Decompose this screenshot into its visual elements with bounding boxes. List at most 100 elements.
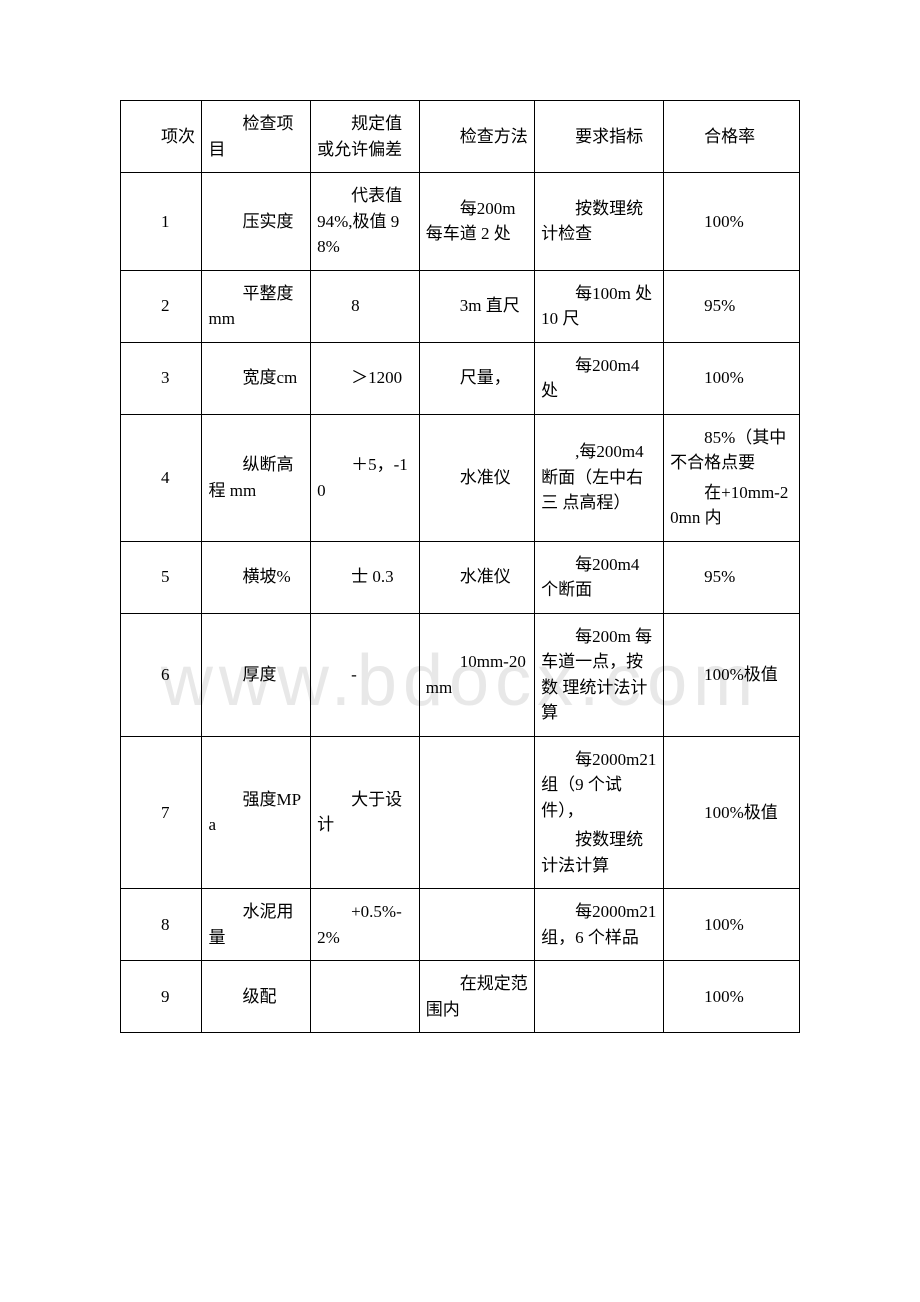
cell-spec-1: 8	[311, 270, 420, 342]
cell-text: 检查方法	[426, 124, 528, 150]
cell-text: 按数理统计法计算	[541, 827, 657, 878]
cell-text: +0.5%-2%	[317, 899, 413, 950]
cell-text: 100%	[670, 984, 793, 1010]
cell-req-1: 每100m 处10 尺	[535, 270, 664, 342]
cell-item-8: 级配	[202, 961, 311, 1033]
cell-method-8: 在规定范围内	[419, 961, 534, 1033]
cell-req-2: 每200m4 处	[535, 342, 664, 414]
table-header-row: 项次检查项目规定值或允许偏差检查方法要求指标合格率	[121, 101, 800, 173]
cell-text: 要求指标	[541, 124, 657, 150]
cell-header-spec: 规定值或允许偏差	[311, 101, 420, 173]
cell-text: 水准仪	[426, 465, 528, 491]
cell-header-pass: 合格率	[664, 101, 800, 173]
cell-spec-4: 士 0.3	[311, 541, 420, 613]
cell-item-2: 宽度cm	[202, 342, 311, 414]
cell-spec-8	[311, 961, 420, 1033]
cell-text: 85%（其中不合格点要	[670, 425, 793, 476]
cell-req-7: 每2000m21组，6 个样品	[535, 889, 664, 961]
cell-text: 100%	[670, 209, 793, 235]
cell-text: 纵断高程 mm	[208, 452, 304, 503]
cell-text: 士 0.3	[317, 564, 413, 590]
cell-method-5: 10mm-20mm	[419, 613, 534, 736]
table-row: 7 强度MPa 大于设计 每2000m21组（9 个试件），按数理统计法计算100%极…	[121, 736, 800, 889]
cell-idx-5: 6	[121, 613, 202, 736]
cell-pass-7: 100%	[664, 889, 800, 961]
cell-req-0: 按数理统计检查	[535, 173, 664, 271]
inspection-table: 项次检查项目规定值或允许偏差检查方法要求指标合格率 1 压实度代表值 94%,极值 …	[120, 100, 800, 1033]
cell-pass-0: 100%	[664, 173, 800, 271]
cell-pass-3: 85%（其中不合格点要在+10mm-20mn 内	[664, 414, 800, 541]
cell-req-3: ,每200m4 断面（左中右三 点高程）	[535, 414, 664, 541]
cell-text: 1	[127, 209, 195, 235]
cell-text: 在规定范围内	[426, 971, 528, 1022]
cell-text: 2	[127, 293, 195, 319]
cell-text: 4	[127, 465, 195, 491]
document-page: www.bdocx.com 项次检查项目规定值或允许偏差检查方法要求指标合格率1…	[0, 0, 920, 1113]
cell-idx-1: 2	[121, 270, 202, 342]
cell-spec-7: +0.5%-2%	[311, 889, 420, 961]
cell-idx-4: 5	[121, 541, 202, 613]
cell-text: 宽度cm	[208, 365, 304, 391]
cell-method-4: 水准仪	[419, 541, 534, 613]
cell-method-2: 尺量，	[419, 342, 534, 414]
cell-req-6: 每2000m21组（9 个试件），按数理统计法计算	[535, 736, 664, 889]
cell-pass-5: 100%极值	[664, 613, 800, 736]
cell-method-0: 每200m 每车道 2 处	[419, 173, 534, 271]
cell-text: 项次	[127, 124, 195, 150]
cell-text: 3	[127, 365, 195, 391]
cell-text: 6	[127, 662, 195, 688]
cell-text: 100%极值	[670, 800, 793, 826]
cell-text: 100%	[670, 912, 793, 938]
cell-item-7: 水泥用量	[202, 889, 311, 961]
cell-text: 级配	[208, 984, 304, 1010]
cell-item-5: 厚度	[202, 613, 311, 736]
cell-text: 95%	[670, 564, 793, 590]
cell-text: 7	[127, 800, 195, 826]
cell-header-method: 检查方法	[419, 101, 534, 173]
cell-item-1: 平整度 mm	[202, 270, 311, 342]
table-row: 6 厚度-10mm-20mm每200m 每车道一点，按数 理统计法计算100%极值	[121, 613, 800, 736]
cell-item-3: 纵断高程 mm	[202, 414, 311, 541]
cell-text: 每100m 处10 尺	[541, 281, 657, 332]
cell-text: 水准仪	[426, 564, 528, 590]
cell-idx-0: 1	[121, 173, 202, 271]
cell-req-8	[535, 961, 664, 1033]
cell-text: 厚度	[208, 662, 304, 688]
cell-req-5: 每200m 每车道一点，按数 理统计法计算	[535, 613, 664, 736]
cell-spec-0: 代表值 94%,极值 98%	[311, 173, 420, 271]
cell-text: 8	[127, 912, 195, 938]
cell-spec-6: 大于设计	[311, 736, 420, 889]
cell-text: 强度MPa	[208, 787, 304, 838]
table-row: 9级配 在规定范围内 100%	[121, 961, 800, 1033]
cell-text: 水泥用量	[208, 899, 304, 950]
cell-idx-8: 9	[121, 961, 202, 1033]
cell-text: 按数理统计检查	[541, 196, 657, 247]
cell-text: 大于设计	[317, 787, 413, 838]
cell-text: -	[317, 662, 413, 688]
cell-text: 每200m4 个断面	[541, 552, 657, 603]
cell-text: ,每200m4 断面（左中右三 点高程）	[541, 439, 657, 516]
cell-text: 在+10mm-20mn 内	[670, 480, 793, 531]
cell-text: 横坡%	[208, 564, 304, 590]
cell-method-3: 水准仪	[419, 414, 534, 541]
cell-req-4: 每200m4 个断面	[535, 541, 664, 613]
cell-pass-8: 100%	[664, 961, 800, 1033]
cell-item-0: 压实度	[202, 173, 311, 271]
cell-text: 每2000m21组，6 个样品	[541, 899, 657, 950]
cell-idx-2: 3	[121, 342, 202, 414]
cell-spec-3: ＋5，-10	[311, 414, 420, 541]
cell-text: 8	[317, 293, 413, 319]
cell-text: 每200m4 处	[541, 353, 657, 404]
cell-text: 代表值 94%,极值 98%	[317, 183, 413, 260]
cell-pass-4: 95%	[664, 541, 800, 613]
cell-spec-2: ＞1200	[311, 342, 420, 414]
cell-text: 合格率	[670, 124, 793, 150]
cell-item-6: 强度MPa	[202, 736, 311, 889]
cell-spec-5: -	[311, 613, 420, 736]
table-row: 8 水泥用量 +0.5%-2% 每2000m21组，6 个样品 100%	[121, 889, 800, 961]
table-row: 3 宽度cm ＞1200尺量，每200m4 处 100%	[121, 342, 800, 414]
cell-text: 100%	[670, 365, 793, 391]
table-row: 2平整度 mm83m 直尺每100m 处10 尺95%	[121, 270, 800, 342]
cell-header-req: 要求指标	[535, 101, 664, 173]
cell-text: 每200m 每车道 2 处	[426, 196, 528, 247]
